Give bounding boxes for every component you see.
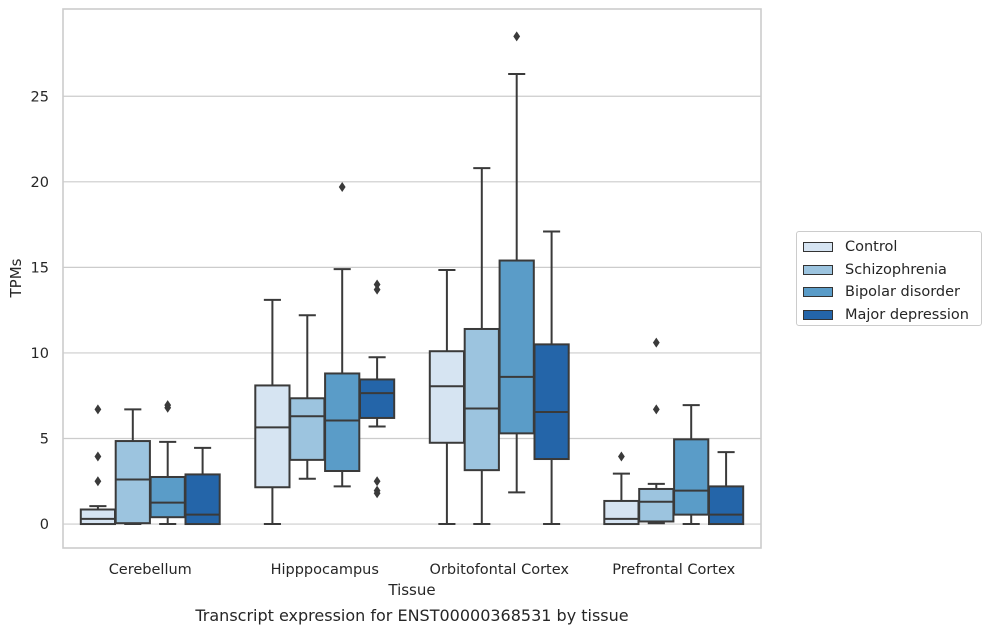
legend: Control Schizophrenia Bipolar disorder M…	[796, 231, 982, 326]
y-tick-label: 0	[40, 517, 49, 533]
box-group	[184, 446, 221, 526]
plot-area-frame	[62, 8, 762, 549]
chart-title: Transcript expression for ENST0000036853…	[194, 606, 628, 625]
box	[463, 327, 500, 472]
box	[289, 397, 326, 461]
box-group	[498, 31, 535, 494]
box	[707, 485, 745, 526]
legend-label: Major depression	[845, 306, 969, 323]
y-tick-label: 25	[31, 89, 49, 105]
box-group	[533, 230, 570, 526]
outlier-point	[338, 181, 346, 192]
box	[114, 440, 151, 525]
outlier-point	[652, 404, 660, 415]
legend-swatch	[803, 287, 833, 298]
box	[254, 384, 291, 489]
outlier-point	[94, 404, 102, 415]
box	[428, 350, 466, 444]
legend-swatch	[803, 242, 833, 253]
box-group	[428, 268, 466, 526]
legend-swatch	[803, 264, 833, 275]
box	[324, 372, 361, 473]
legend-swatch	[803, 309, 833, 320]
box-group	[673, 404, 710, 526]
x-tick-label: Cerebellum	[109, 562, 192, 578]
box	[498, 259, 535, 435]
y-tick-label: 15	[31, 260, 49, 276]
plot-boxes	[79, 31, 745, 526]
x-tick-label: Prefrontal Cortex	[612, 562, 735, 578]
legend-label: Control	[845, 239, 898, 256]
legend-label: Schizophrenia	[845, 261, 947, 278]
outlier-point	[164, 400, 172, 411]
gridlines	[63, 95, 761, 525]
box-group	[603, 451, 640, 526]
box	[358, 378, 396, 419]
outlier-point	[373, 485, 381, 496]
y-axis-label: TPMs	[7, 258, 25, 298]
y-tick-label: 5	[40, 431, 49, 447]
outlier-point	[652, 337, 660, 348]
x-tick-labels: Cerebellum Hipppocampus Orbitofontal Corte…	[109, 562, 736, 578]
box-group	[707, 451, 745, 526]
box-group	[149, 400, 186, 526]
outlier-point	[513, 31, 521, 42]
box-group	[324, 181, 361, 488]
box-group	[463, 167, 500, 526]
box	[149, 475, 186, 519]
box-group	[289, 314, 326, 480]
x-tick-label: Orbitofontal Cortex	[430, 562, 570, 578]
box-group	[254, 298, 291, 526]
box-group	[79, 404, 117, 526]
outlier-point	[618, 451, 625, 462]
legend-item-schizophrenia: Schizophrenia	[803, 259, 981, 282]
box	[79, 508, 117, 526]
y-tick-labels: 0 5 10 15 20 25	[31, 89, 49, 533]
box	[603, 499, 640, 526]
x-axis-label: Tissue	[387, 581, 435, 599]
outlier-point	[373, 284, 381, 295]
outlier-point	[373, 476, 381, 487]
outlier-point	[94, 451, 102, 462]
outlier-point	[373, 279, 381, 290]
y-tick-label: 20	[31, 175, 49, 191]
legend-item-control: Control	[803, 236, 981, 259]
box	[533, 343, 570, 461]
legend-item-major-depression: Major depression	[803, 304, 981, 327]
box-group	[358, 279, 396, 499]
y-tick-label: 10	[31, 346, 49, 362]
box-group	[638, 337, 675, 525]
box	[638, 487, 675, 523]
outlier-point	[94, 476, 102, 487]
legend-item-bipolar-disorder: Bipolar disorder	[803, 281, 981, 304]
x-tick-label: Hipppocampus	[271, 562, 379, 578]
box	[184, 473, 221, 526]
box	[673, 438, 710, 516]
legend-label: Bipolar disorder	[845, 284, 960, 301]
box-group	[114, 408, 151, 526]
